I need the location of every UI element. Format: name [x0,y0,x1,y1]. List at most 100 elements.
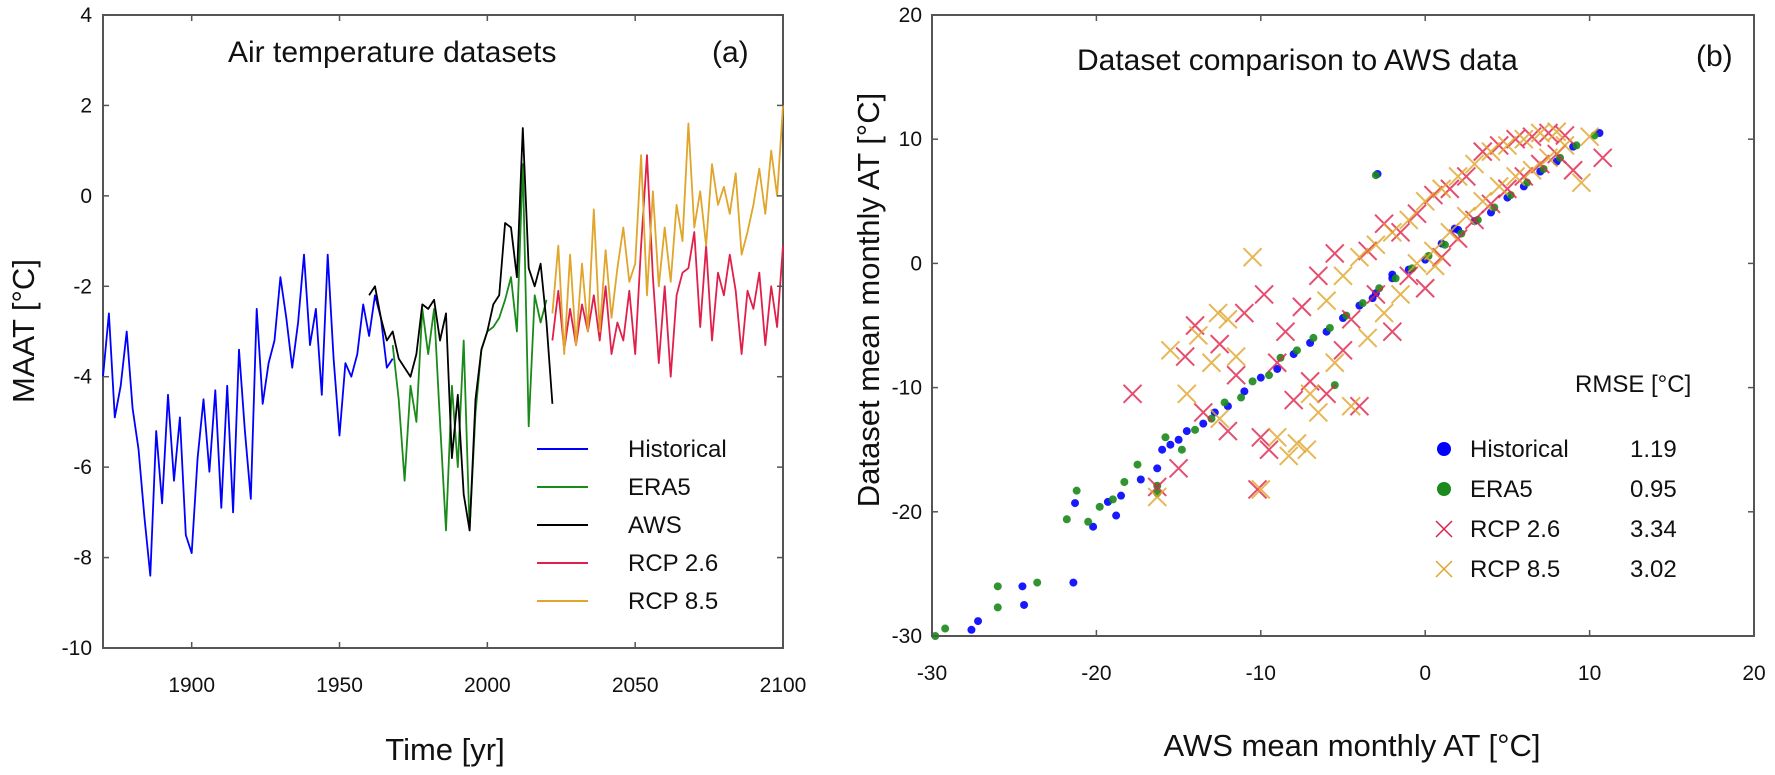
scatter-point-rcp-8-5 [1456,206,1477,226]
scatter-point-rcp-8-5 [1481,141,1501,162]
scatter-point-era5 [1276,353,1285,362]
panel-b-scatter: -30 -20 -10 0 10 20 -30 -20 -10 0 10 20 Dataset com… [851,4,1766,763]
scatter-point-rcp-2-6 [1209,334,1230,354]
scatter-point-rcp-8-5 [1325,353,1345,373]
legend-swatch [1437,442,1451,456]
scatter-point-historical [1071,499,1080,508]
y-tick-label: -30 [892,625,922,648]
scatter-point-rcp-2-6 [1275,322,1296,342]
x-tick-label: 2100 [760,674,807,697]
legend-swatch [1435,560,1453,578]
scatter-point-era5 [1191,425,1200,434]
legend-label: RCP 8.5 [628,588,718,615]
scatter-point-rcp-8-5 [1267,427,1287,447]
scatter-point-rcp-8-5 [1514,129,1534,149]
legend-item-era5: ERA5 [537,474,691,501]
y-tick-label: 10 [899,128,922,151]
scatter-point-rcp-2-6 [1456,166,1477,187]
scatter-point-rcp-2-6 [1440,179,1460,199]
panel-b-legend-title: RMSE [°C] [1575,371,1691,398]
legend-label: RCP 2.6 [628,550,718,577]
panel-b-xlabel: AWS mean monthly AT [°C] [1163,728,1540,763]
scatter-point-historical [974,617,983,626]
panel-a-xlabel: Time [yr] [385,732,504,767]
scatter-point-era5 [1220,398,1229,407]
panel-b-ticks: -30 -20 -10 0 10 20 -30 -20 -10 0 10 20 [892,4,1766,685]
legend-rmse-value: 3.34 [1630,516,1677,543]
scatter-point-era5 [993,582,1002,591]
panel-b-plot-area [931,14,1755,637]
y-tick-label: -10 [62,637,92,660]
scatter-point-era5 [1391,274,1400,283]
y-tick-label: -4 [73,366,92,389]
panel-a-plot-area [102,14,784,649]
legend-label: RCP 8.5 [1470,556,1560,583]
scatter-point-era5 [1325,323,1334,332]
x-tick-label: 1950 [316,674,363,697]
y-tick-label: 0 [910,252,922,275]
scatter-point-historical [1158,445,1167,454]
x-tick-label: 1900 [168,674,215,697]
legend-rmse-value: 0.95 [1630,476,1677,503]
scatter-point-historical [1089,522,1098,531]
scatter-point-rcp-8-5 [1530,123,1550,143]
scatter-point-rcp-8-5 [1571,172,1592,193]
scatter-point-era5 [1095,502,1104,511]
legend-label: ERA5 [1470,476,1533,503]
scatter-point-rcp-2-6 [1292,297,1312,317]
y-tick-label: -20 [892,501,922,524]
scatter-point-rcp-2-6 [1218,421,1238,441]
scatter-point-rcp-2-6 [1308,266,1329,286]
x-tick-label: -30 [917,662,947,685]
scatter-point-historical [1136,475,1145,484]
panel-b-legend: Historical 1.19 ERA5 0.95 RCP 2.6 3.34 RCP 8.5… [1435,436,1677,583]
legend-item-historical: Historical [537,436,727,463]
scatter-point-rcp-2-6 [1366,284,1386,305]
legend-swatch [1435,520,1453,538]
scatter-point-rcp-2-6 [1357,241,1378,261]
scatter-point-historical [1018,582,1027,591]
scatter-point-rcp-8-5 [1242,247,1263,267]
scatter-point-rcp-2-6 [1193,402,1213,423]
scatter-point-rcp-2-6 [1530,154,1550,174]
scatter-point-era5 [1207,414,1216,423]
scatter-point-rcp-8-5 [1177,384,1197,404]
scatter-point-era5 [1292,346,1301,355]
panel-b-title: Dataset comparison to AWS data [1077,44,1518,77]
panel-b-ylabel: Dataset mean monthly AT [°C] [851,93,886,507]
scatter-point-rcp-8-5 [1279,446,1299,466]
scatter-point-rcp-8-5 [1218,309,1238,329]
scatter-point-era5 [1371,171,1380,180]
scatter-point-era5 [1358,299,1367,308]
scatter-point-rcp-2-6 [1234,303,1255,323]
scatter-point-rcp-2-6 [1382,322,1403,342]
scatter-point-rcp-8-5 [1209,408,1230,429]
scatter-point-rcp-8-5 [1522,160,1542,180]
scatter-point-rcp-8-5 [1425,256,1445,276]
scatter-point-rcp-8-5 [1201,353,1222,373]
y-tick-label: 0 [80,185,92,208]
legend-item-era5: ERA5 0.95 [1437,476,1677,503]
scatter-point-rcp-8-5 [1160,340,1181,361]
scatter-point-rcp-8-5 [1431,179,1452,199]
legend-item-rcp-8-5: RCP 8.5 [537,588,718,615]
scatter-point-rcp-8-5 [1489,176,1509,197]
scatter-point-era5 [1177,445,1186,454]
legend-item-rcp-2-6: RCP 2.6 3.34 [1435,516,1677,543]
scatter-point-era5 [1265,371,1274,380]
scatter-point-era5 [1033,578,1042,587]
y-tick-label: -2 [73,275,92,298]
x-tick-label: -20 [1081,662,1111,685]
scatter-point-rcp-8-5 [1308,402,1329,423]
scatter-point-rcp-2-6 [1407,204,1427,224]
series-line-historical [102,253,394,577]
scatter-point-era5 [1248,377,1257,386]
scatter-point-rcp-8-5 [1555,135,1575,156]
scatter-point-rcp-2-6 [1283,390,1304,410]
scatter-point-era5 [1133,460,1142,469]
scatter-point-rcp-2-6 [1316,384,1337,404]
scatter-point-rcp-2-6 [1399,266,1419,286]
scatter-point-historical [1182,427,1191,436]
scatter-point-era5 [1309,333,1318,342]
